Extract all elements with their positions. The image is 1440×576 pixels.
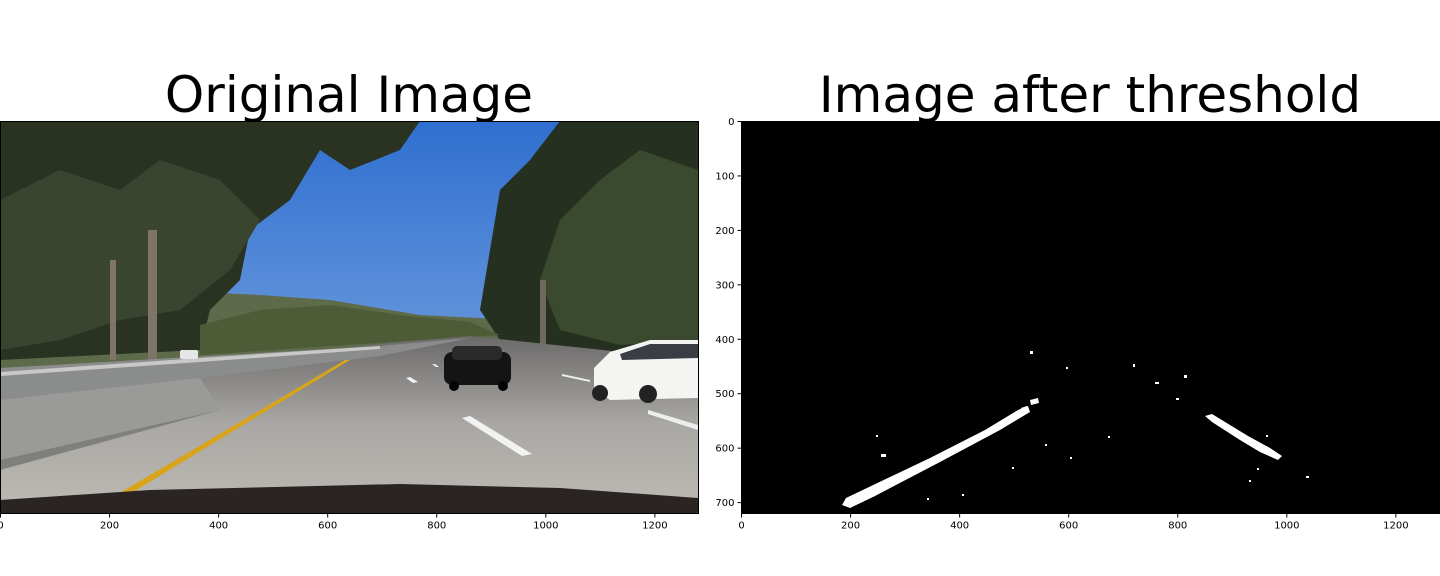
left-x-axis: 0 200 400 600 800 1000 1200 [0,513,668,532]
x-tick-label: 1200 [1383,521,1408,532]
y-tick-label: 500 [715,389,734,400]
y-tick-label: 300 [715,280,734,291]
x-tick-label: 400 [209,521,228,532]
x-tick-label: 400 [950,521,969,532]
original-image-panel: 0 200 400 600 800 1000 1200 [0,121,699,532]
x-tick-label: 0 [738,521,744,532]
x-tick-label: 800 [1168,521,1187,532]
left-panel-title: Original Image [164,66,534,124]
y-tick-label: 600 [715,444,734,455]
x-tick-label: 0 [0,521,4,532]
x-tick-label: 1000 [1274,521,1299,532]
y-tick-label: 200 [715,226,734,237]
right-axes: 0 200 400 600 800 1000 1200 0 100 200 300 400 500 600… [715,117,1408,532]
x-tick-label: 600 [318,521,337,532]
y-tick-label: 0 [728,117,734,128]
y-tick-label: 100 [715,171,734,182]
image-frame [0,121,699,514]
y-tick-label: 700 [715,498,734,509]
road-photo [0,121,698,513]
x-tick-label: 1000 [533,521,558,532]
right-panel-title: Image after threshold [818,66,1362,124]
x-tick-label: 200 [100,521,119,532]
x-tick-label: 600 [1059,521,1078,532]
y-tick-label: 400 [715,335,734,346]
binary-lane-mask [842,351,1309,508]
threshold-image-panel: 0 200 400 600 800 1000 1200 0 100 200 300 400 500 600… [715,117,1440,532]
x-tick-label: 800 [427,521,446,532]
binary-mask-background [741,121,1439,513]
x-tick-label: 1200 [642,521,667,532]
x-tick-label: 200 [841,521,860,532]
